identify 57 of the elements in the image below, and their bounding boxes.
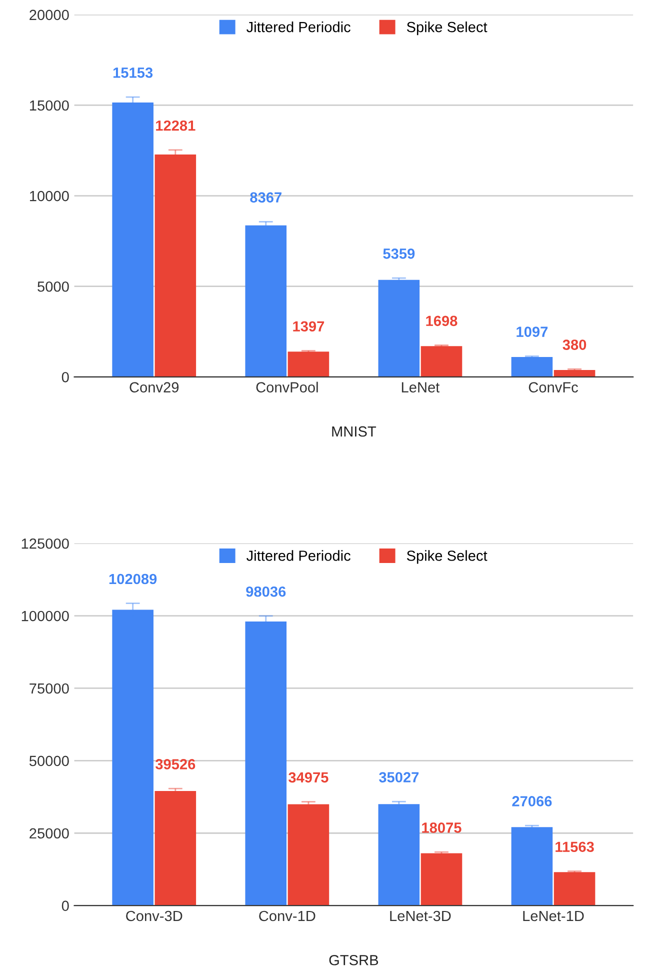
y-tick-label: 100000 — [22, 610, 69, 622]
x-tick-label: Conv29 — [130, 382, 179, 392]
x-tick-label: Conv-3D — [126, 910, 182, 922]
y-tick-label: 20000 — [30, 10, 69, 20]
y-tick-label: 5000 — [38, 281, 69, 292]
bar — [554, 370, 596, 377]
bar — [288, 804, 330, 906]
bar — [154, 154, 196, 377]
bar — [378, 280, 420, 377]
bar — [112, 102, 154, 377]
data-label: 11563 — [556, 842, 594, 852]
data-label: 34975 — [288, 772, 328, 783]
bar — [112, 610, 154, 906]
y-tick-label: 125000 — [22, 538, 69, 549]
data-label: 98036 — [246, 586, 286, 597]
data-label: 8367 — [250, 192, 282, 203]
legend-label: Jittered Periodic — [246, 550, 350, 561]
y-tick-label: 25000 — [30, 828, 69, 839]
data-label: 12281 — [156, 120, 196, 131]
bar — [511, 357, 553, 377]
legend-label: Jittered Periodic — [246, 22, 350, 32]
y-tick-label: 10000 — [30, 190, 69, 202]
bar — [554, 872, 596, 906]
x-tick-label: ConvFc — [528, 382, 578, 392]
data-label: 35027 — [378, 772, 419, 782]
data-label: 15153 — [113, 68, 153, 78]
data-label: 27066 — [512, 796, 552, 806]
data-label: 1698 — [426, 316, 458, 326]
x-tick-label: LeNet — [402, 382, 440, 392]
bar — [420, 853, 462, 906]
bar — [378, 804, 420, 906]
bar — [511, 827, 553, 906]
y-tick-label: 50000 — [29, 756, 69, 766]
y-tick-label: 15000 — [30, 100, 69, 111]
data-label: 18075 — [422, 822, 462, 833]
bar — [245, 621, 287, 906]
data-label: 5359 — [383, 248, 415, 259]
legend-label: Spike Select — [406, 22, 488, 36]
x-tick-label: Conv-1D — [259, 910, 316, 922]
data-label: 1097 — [516, 326, 548, 337]
y-tick-label: 0 — [62, 900, 69, 912]
bar — [288, 352, 330, 377]
y-tick-label: 0 — [62, 372, 69, 382]
x-tick-label: LeNet-3D — [390, 910, 451, 922]
data-label: 1397 — [293, 321, 324, 332]
bar — [420, 346, 462, 377]
y-tick-label: 75000 — [30, 683, 69, 694]
bar — [245, 225, 287, 377]
data-label: 39526 — [155, 759, 196, 770]
x-axis-title: MNIST — [332, 426, 376, 437]
x-tick-label: LeNet-1D — [523, 910, 584, 922]
data-label: 102089 — [109, 574, 157, 584]
x-tick-label: ConvPool — [256, 382, 318, 392]
bar — [154, 791, 196, 906]
x-axis-title: GTSRB — [329, 954, 378, 966]
legend-label: Spike Select — [406, 550, 488, 564]
data-label: 380 — [562, 340, 586, 350]
